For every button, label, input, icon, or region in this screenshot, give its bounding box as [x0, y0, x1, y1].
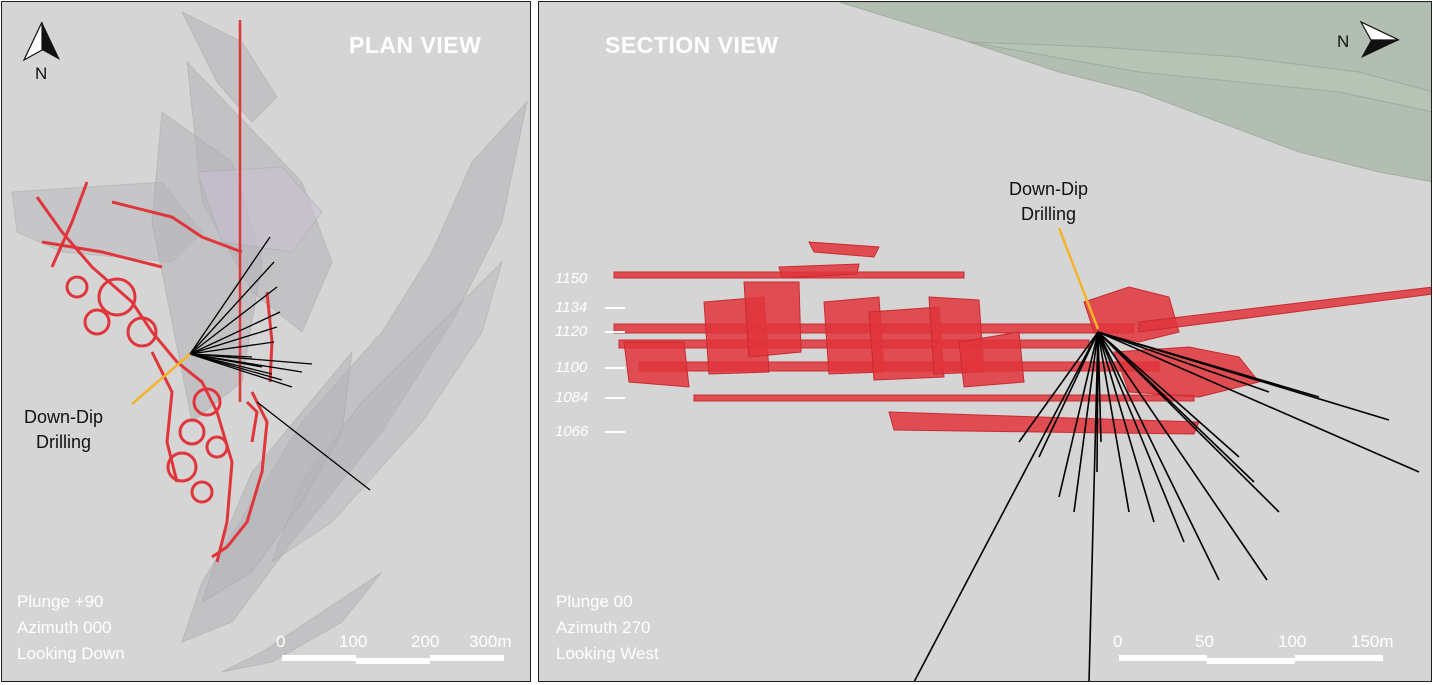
plan-plunge: Plunge +90: [17, 592, 104, 611]
scale-bar: [1119, 655, 1383, 664]
drillholes: [189, 236, 371, 491]
plan-callout-line1: Down-Dip: [24, 407, 104, 427]
underground-workings: [35, 20, 274, 563]
elevation-tick: [605, 431, 625, 433]
plan-scale-200: 200: [411, 632, 440, 651]
section-view-title: SECTION VIEW: [605, 32, 779, 58]
elevation-tick: [605, 307, 625, 309]
section-view-drawing: [613, 2, 1431, 681]
elevation-tick: [605, 367, 625, 369]
section-scale-0: 0: [1113, 632, 1123, 651]
panel-separator: [531, 0, 538, 685]
north-arrow-icon: [1359, 20, 1400, 58]
section-plunge: Plunge 00: [556, 592, 633, 611]
elevation-tick: [605, 397, 625, 399]
drillholes: [913, 331, 1420, 681]
plan-view-title: PLAN VIEW: [349, 32, 482, 58]
section-looking: Looking West: [556, 644, 659, 663]
callout-leader-line: [131, 353, 191, 405]
section-callout-line1: Down-Dip: [1009, 179, 1089, 199]
section-view-info: Plunge 00 Azimuth 270 Looking West: [556, 589, 659, 667]
plan-scale-0: 0: [276, 632, 286, 651]
section-azimuth: Azimuth 270: [556, 618, 651, 637]
plan-callout-line2: Drilling: [36, 432, 92, 452]
callout-leader-line: [1057, 227, 1100, 330]
elevation-label: 1100: [555, 359, 588, 376]
elevation-label: 1120: [555, 323, 588, 340]
section-callout: Down-Dip Drilling: [1009, 177, 1088, 227]
section-callout-line2: Drilling: [1021, 204, 1077, 224]
section-scale-150m: 150m: [1351, 632, 1394, 651]
plan-azimuth: Azimuth 000: [17, 618, 112, 637]
plan-scale-300m: 300m: [469, 632, 512, 651]
elevation-label: 1066: [555, 423, 589, 440]
plan-view-drawing: [11, 10, 528, 673]
elevation-tick: [605, 331, 625, 333]
elevation-label: 1150: [555, 270, 588, 287]
underground-workings: [613, 241, 1431, 435]
orebody-shells: [11, 10, 528, 673]
elevation-label: 1134: [555, 299, 588, 316]
plan-callout: Down-Dip Drilling: [24, 405, 103, 455]
plan-scale-100: 100: [339, 632, 368, 651]
section-view-panel: N SECTION VIEW Down-Dip Drilling 1150 11…: [538, 1, 1432, 682]
scale-bar: [282, 655, 504, 664]
section-scale-100: 100: [1278, 632, 1307, 651]
plan-view-panel: N PLAN VIEW Down-Dip Drilling Plunge +90…: [1, 1, 531, 682]
section-scale-50: 50: [1195, 632, 1214, 651]
plan-view-info: Plunge +90 Azimuth 000 Looking Down: [17, 589, 125, 667]
plan-north-label: N: [35, 64, 48, 83]
section-north-label: N: [1337, 32, 1350, 51]
elevation-label: 1084: [555, 389, 589, 406]
surface-band: [838, 2, 1431, 183]
north-arrow-icon: [22, 21, 60, 62]
plan-looking: Looking Down: [17, 644, 125, 663]
